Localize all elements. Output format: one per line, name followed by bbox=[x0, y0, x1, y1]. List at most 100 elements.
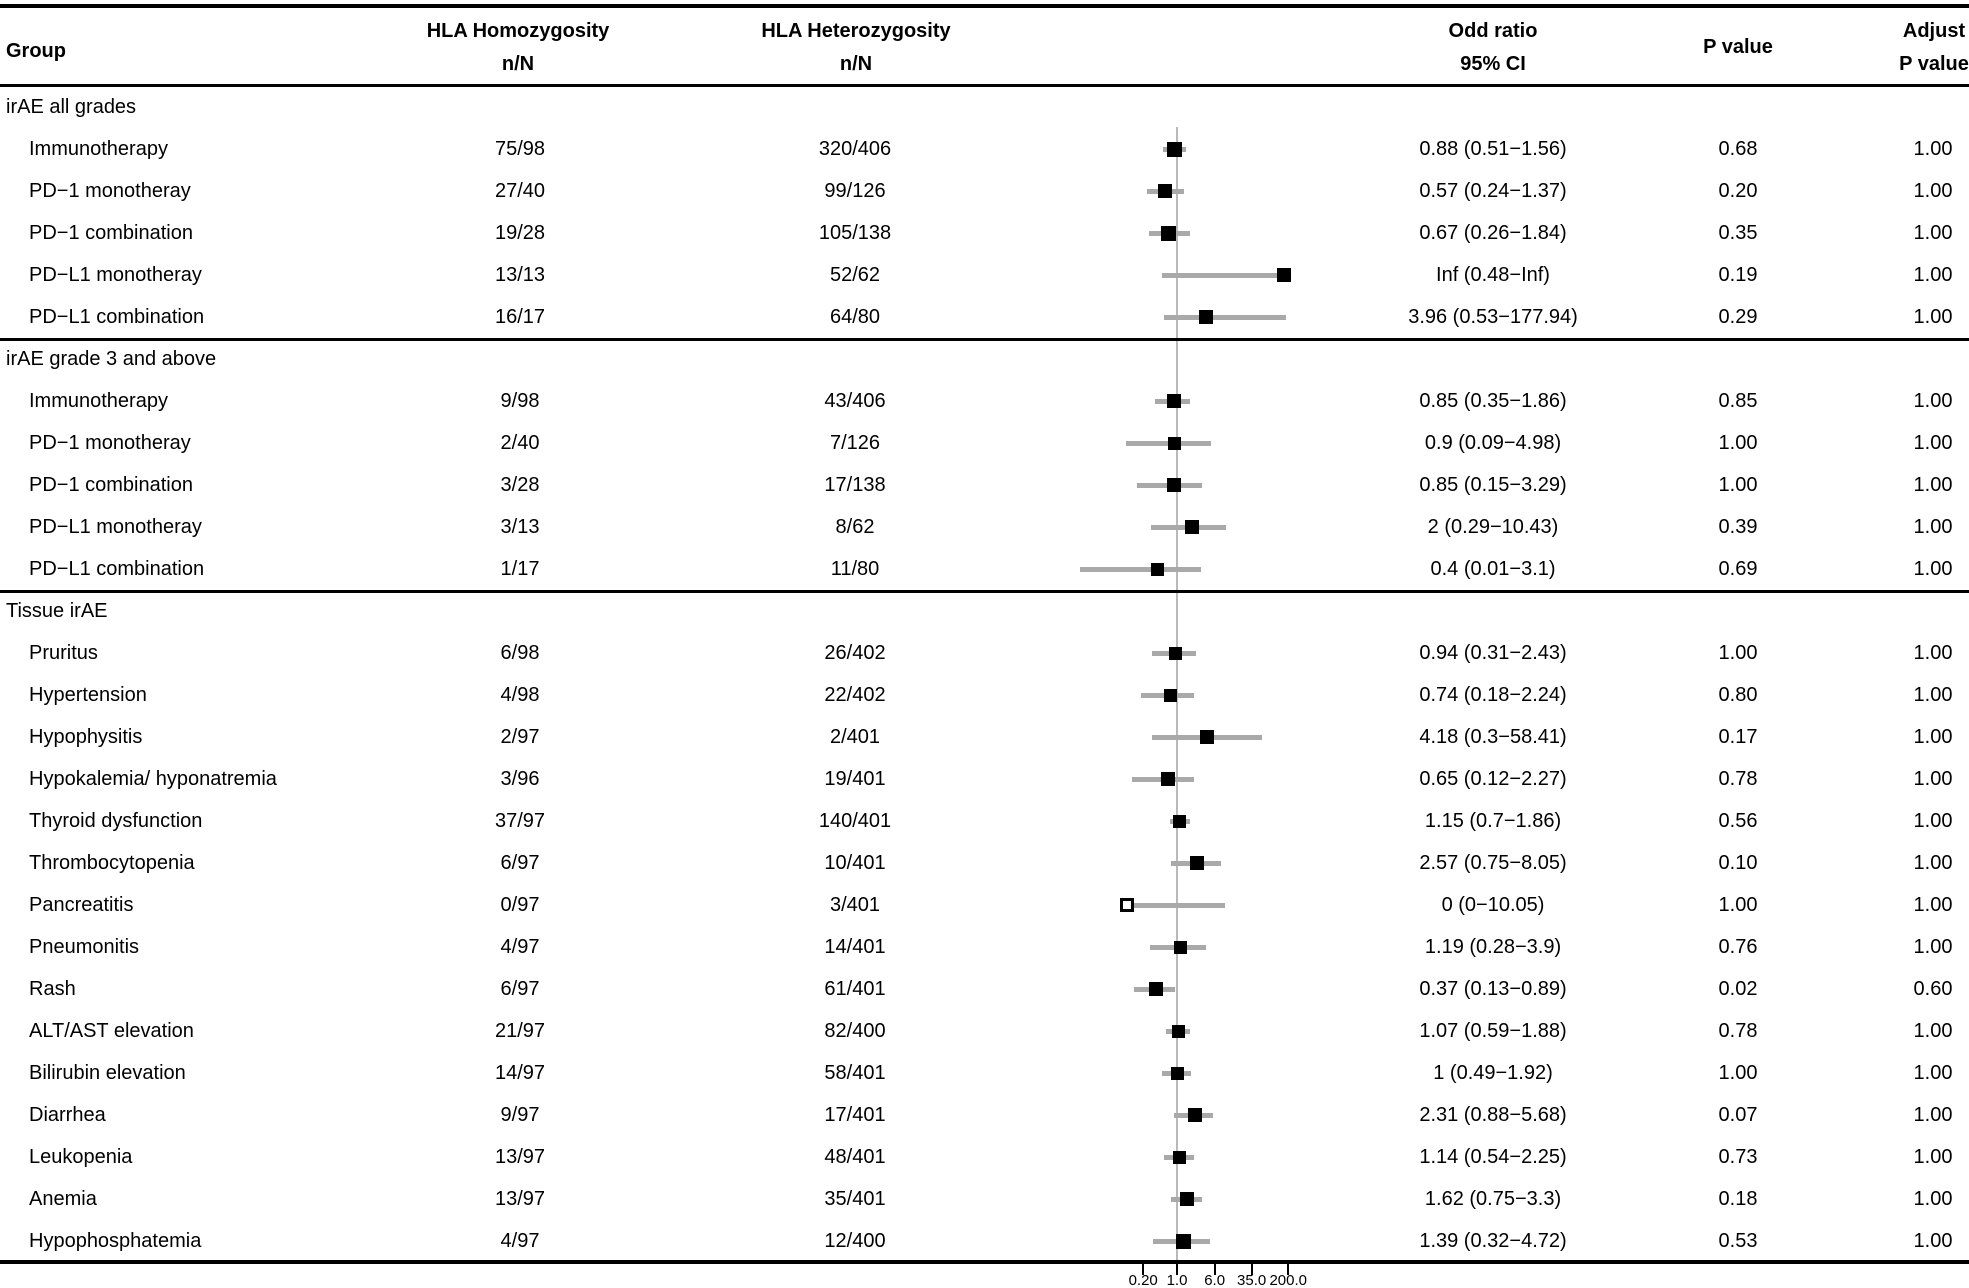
group-label: PD−1 monotheray bbox=[29, 432, 191, 454]
odds-ratio-ci-value: 1.19 (0.28−3.9) bbox=[1424, 936, 1562, 958]
column-header-p-value: P value bbox=[1703, 36, 1773, 58]
forest-marker-square bbox=[1198, 310, 1213, 324]
forest-marker-square bbox=[1149, 982, 1164, 996]
heterozygosity-value: 320/406 bbox=[818, 138, 892, 160]
p-value: 0.35 bbox=[1718, 222, 1758, 244]
column-header-adjust-p-line1: Adjust bbox=[1902, 20, 1966, 42]
homozygosity-value: 14/97 bbox=[494, 1062, 546, 1084]
adjust-p-value: 0.60 bbox=[1913, 978, 1953, 1000]
x-axis-tick-label: 1.0 bbox=[1166, 1272, 1188, 1288]
forest-marker-square bbox=[1184, 520, 1199, 534]
forest-marker-square bbox=[1164, 688, 1178, 702]
forest-marker-square bbox=[1171, 1024, 1185, 1038]
forest-marker-square bbox=[1168, 436, 1182, 450]
odds-ratio-ci-value: 0.67 (0.26−1.84) bbox=[1419, 222, 1567, 244]
adjust-p-value: 1.00 bbox=[1913, 768, 1953, 790]
homozygosity-value: 3/13 bbox=[500, 516, 540, 538]
homozygosity-value: 27/40 bbox=[494, 180, 546, 202]
forest-marker-square bbox=[1161, 225, 1177, 241]
x-axis-tick bbox=[1287, 1264, 1290, 1275]
homozygosity-value: 4/97 bbox=[500, 1230, 540, 1252]
heterozygosity-value: 19/401 bbox=[824, 768, 886, 790]
heterozygosity-value: 7/126 bbox=[829, 432, 881, 454]
p-value: 1.00 bbox=[1718, 1062, 1758, 1084]
p-value: 0.02 bbox=[1718, 978, 1758, 1000]
forest-marker-square bbox=[1158, 184, 1173, 198]
odds-ratio-ci-value: 1.15 (0.7−1.86) bbox=[1424, 810, 1562, 832]
forest-ci-line bbox=[1163, 314, 1286, 320]
heterozygosity-value: 140/401 bbox=[818, 810, 892, 832]
adjust-p-value: 1.00 bbox=[1913, 1146, 1953, 1168]
x-axis-tick bbox=[1176, 1264, 1178, 1275]
group-label: ALT/AST elevation bbox=[29, 1020, 194, 1042]
homozygosity-value: 21/97 bbox=[494, 1020, 546, 1042]
adjust-p-value: 1.00 bbox=[1913, 1104, 1953, 1126]
group-label: Hypertension bbox=[29, 684, 147, 706]
column-header-heterozygosity-line2: n/N bbox=[839, 53, 873, 75]
group-label: Diarrhea bbox=[29, 1104, 106, 1126]
group-label: Anemia bbox=[29, 1188, 97, 1210]
column-header-homozygosity-line2: n/N bbox=[501, 53, 535, 75]
group-label: Hypophysitis bbox=[29, 726, 143, 748]
heterozygosity-value: 8/62 bbox=[835, 516, 875, 538]
adjust-p-value: 1.00 bbox=[1913, 138, 1953, 160]
group-label: Leukopenia bbox=[29, 1146, 133, 1168]
section-divider-rule bbox=[0, 590, 1969, 593]
forest-marker-square bbox=[1166, 478, 1181, 492]
adjust-p-value: 1.00 bbox=[1913, 1230, 1953, 1252]
adjust-p-value: 1.00 bbox=[1913, 1062, 1953, 1084]
x-axis-tick bbox=[1250, 1264, 1253, 1275]
group-label: PD−1 combination bbox=[29, 222, 193, 244]
group-label: Bilirubin elevation bbox=[29, 1062, 186, 1084]
odds-ratio-ci-value: 0.94 (0.31−2.43) bbox=[1419, 642, 1567, 664]
heterozygosity-value: 48/401 bbox=[824, 1146, 886, 1168]
column-header-heterozygosity-line1: HLA Heterozygosity bbox=[761, 20, 951, 42]
adjust-p-value: 1.00 bbox=[1913, 180, 1953, 202]
forest-ci-line bbox=[1080, 566, 1201, 572]
odds-ratio-ci-value: 0 (0−10.05) bbox=[1441, 894, 1545, 916]
odds-ratio-ci-value: 0.57 (0.24−1.37) bbox=[1419, 180, 1567, 202]
forest-marker-square bbox=[1166, 394, 1181, 408]
adjust-p-value: 1.00 bbox=[1913, 390, 1953, 412]
forest-marker-square bbox=[1187, 1108, 1202, 1122]
odds-ratio-ci-value: 2.31 (0.88−5.68) bbox=[1419, 1104, 1567, 1126]
adjust-p-value: 1.00 bbox=[1913, 432, 1953, 454]
homozygosity-value: 9/97 bbox=[500, 1104, 540, 1126]
odds-ratio-ci-value: 1.14 (0.54−2.25) bbox=[1419, 1146, 1567, 1168]
odds-ratio-ci-value: 1.39 (0.32−4.72) bbox=[1419, 1230, 1567, 1252]
homozygosity-value: 4/98 bbox=[500, 684, 540, 706]
group-label: PD−L1 monotheray bbox=[29, 516, 202, 538]
x-axis-tick bbox=[1213, 1264, 1216, 1275]
forest-ci-line bbox=[1126, 902, 1226, 908]
p-value: 0.76 bbox=[1718, 936, 1758, 958]
group-label: Pneumonitis bbox=[29, 936, 140, 958]
p-value: 0.10 bbox=[1718, 852, 1758, 874]
column-header-homozygosity-line1: HLA Homozygosity bbox=[426, 20, 610, 42]
homozygosity-value: 13/13 bbox=[494, 264, 546, 286]
group-label: Thrombocytopenia bbox=[29, 852, 195, 874]
homozygosity-value: 3/96 bbox=[500, 768, 540, 790]
p-value: 0.78 bbox=[1718, 1020, 1758, 1042]
odds-ratio-ci-value: 1.07 (0.59−1.88) bbox=[1419, 1020, 1567, 1042]
heterozygosity-value: 58/401 bbox=[824, 1062, 886, 1084]
top-rule bbox=[0, 4, 1969, 8]
odds-ratio-ci-value: 0.74 (0.18−2.24) bbox=[1419, 684, 1567, 706]
heterozygosity-value: 12/400 bbox=[824, 1230, 886, 1252]
odds-ratio-ci-value: 2.57 (0.75−8.05) bbox=[1419, 852, 1567, 874]
odds-ratio-ci-value: 0.4 (0.01−3.1) bbox=[1430, 558, 1556, 580]
adjust-p-value: 1.00 bbox=[1913, 726, 1953, 748]
homozygosity-value: 4/97 bbox=[500, 936, 540, 958]
forest-marker-open-square bbox=[1119, 898, 1134, 912]
adjust-p-value: 1.00 bbox=[1913, 936, 1953, 958]
x-axis-tick-label: 0.20 bbox=[1128, 1272, 1158, 1288]
adjust-p-value: 1.00 bbox=[1913, 306, 1953, 328]
group-label: Immunotherapy bbox=[29, 390, 168, 412]
forest-marker-square bbox=[1170, 1066, 1184, 1080]
adjust-p-value: 1.00 bbox=[1913, 264, 1953, 286]
heterozygosity-value: 2/401 bbox=[829, 726, 881, 748]
heterozygosity-value: 99/126 bbox=[824, 180, 886, 202]
homozygosity-value: 6/97 bbox=[500, 852, 540, 874]
p-value: 0.73 bbox=[1718, 1146, 1758, 1168]
group-label: PD−L1 combination bbox=[29, 306, 205, 328]
group-label: PD−L1 combination bbox=[29, 558, 205, 580]
